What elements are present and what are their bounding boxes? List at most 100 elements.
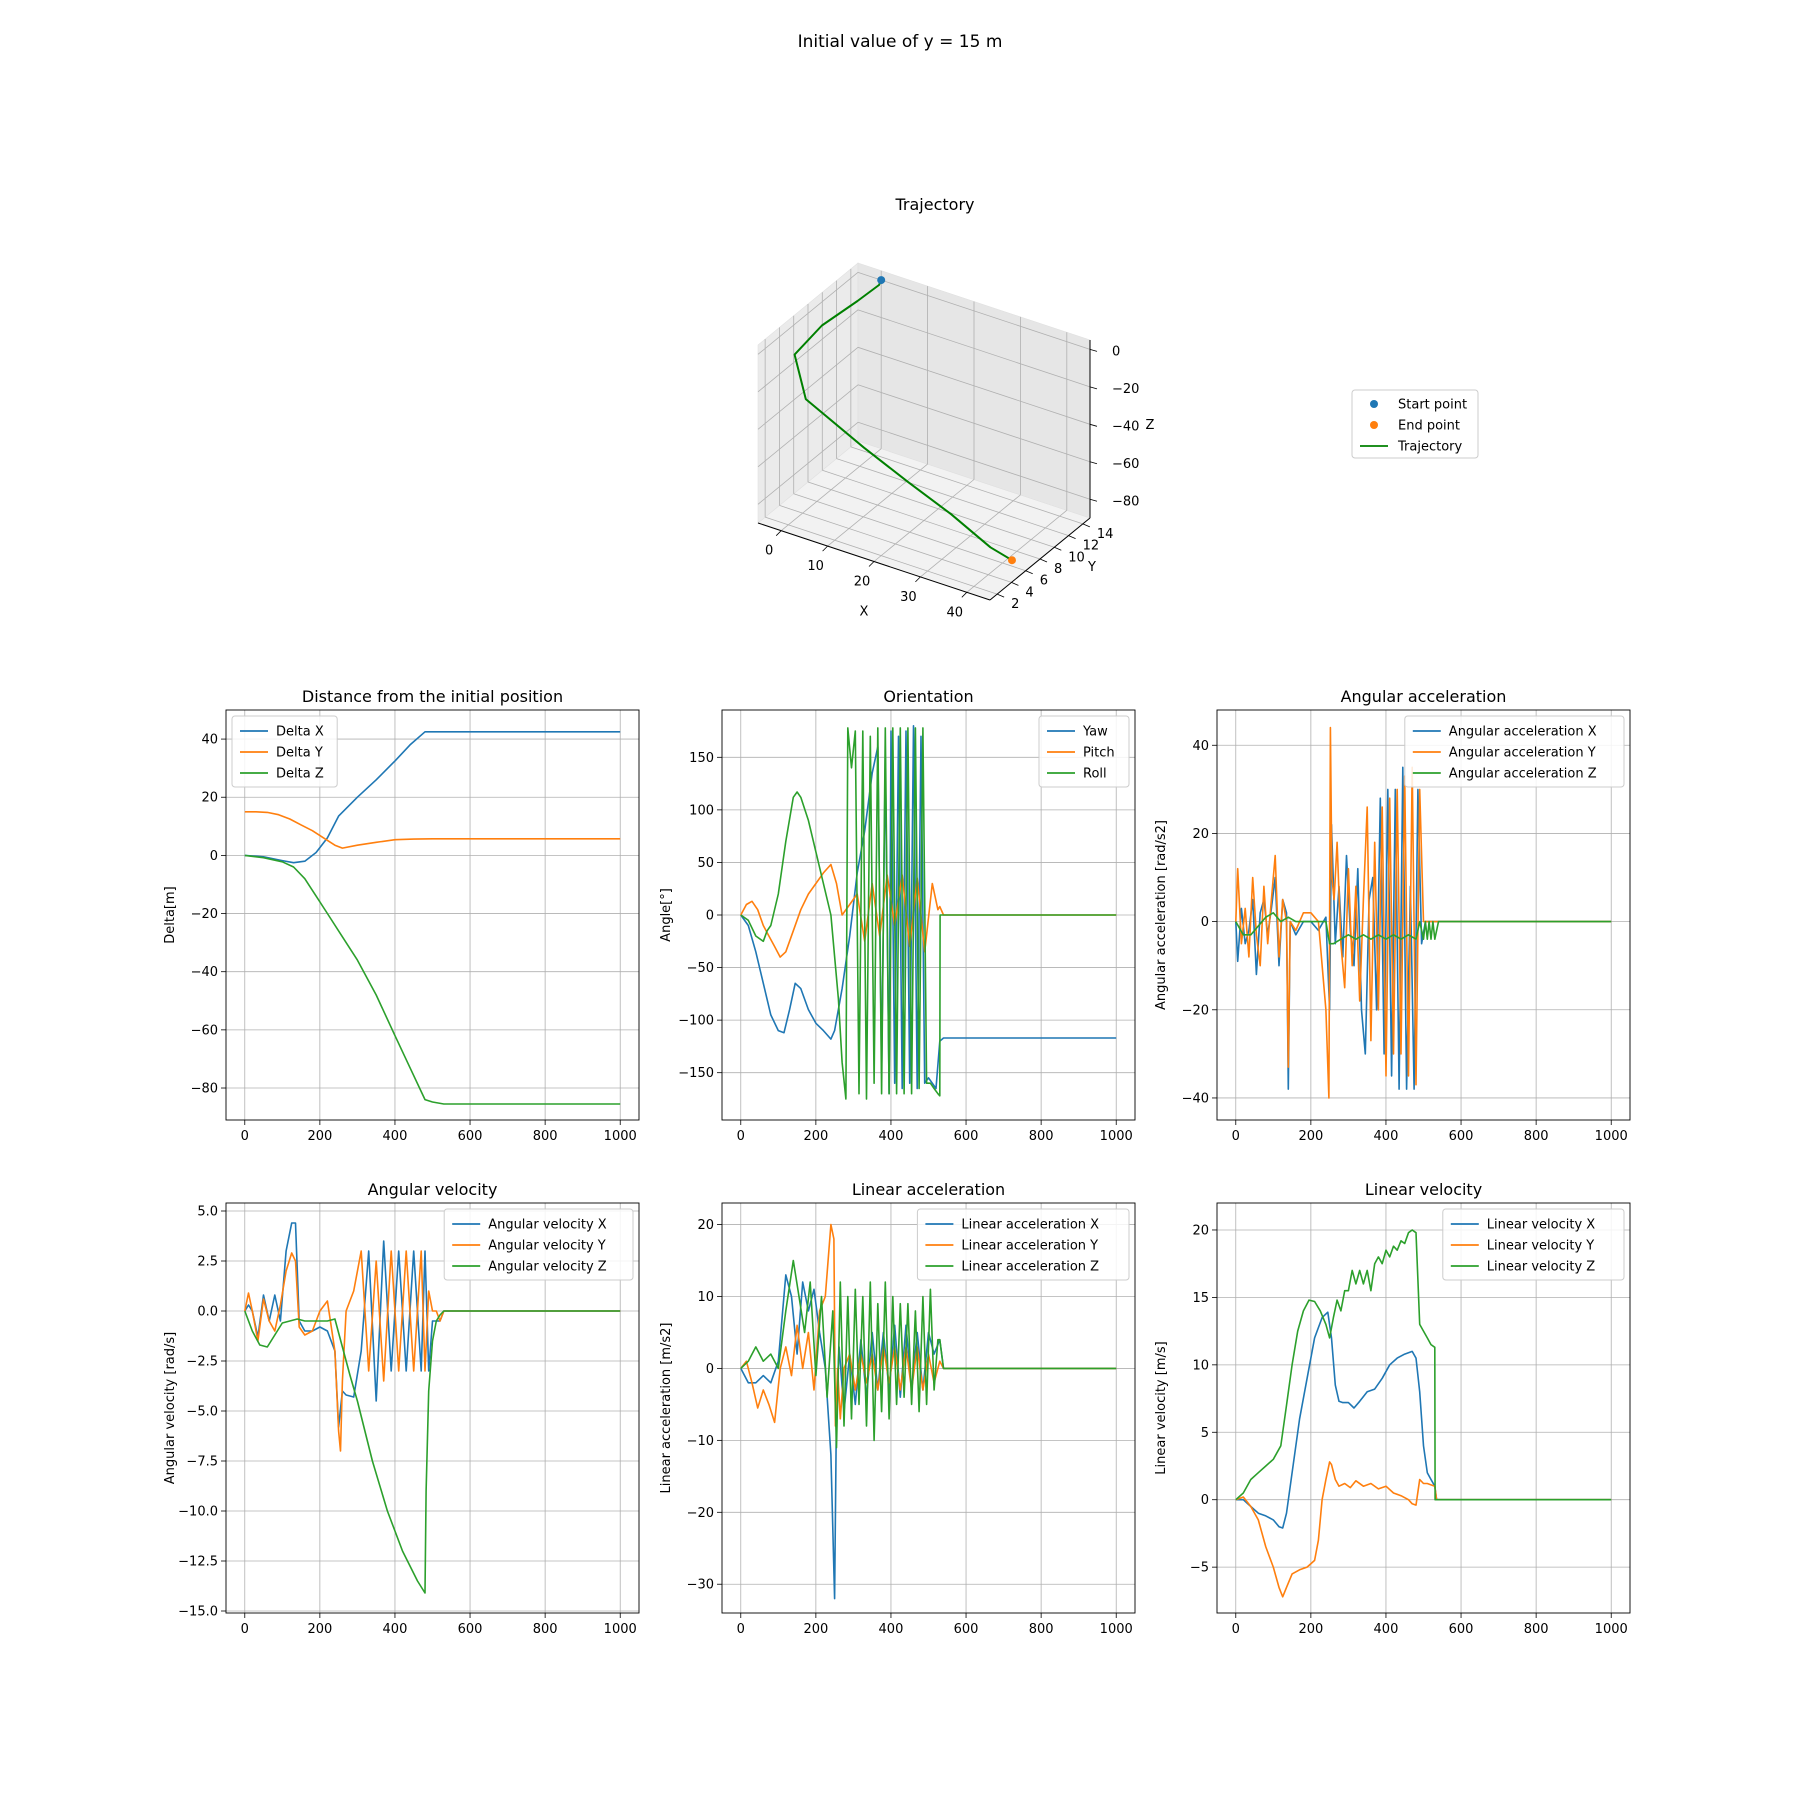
legend-label: Linear velocity Z (1487, 1260, 1595, 1275)
x-tick-label: 1000 (1595, 1622, 1628, 1637)
linear-velocity-subplot: 0 200 400 600 800 1000 −5 0 5 10 15 20 Linear veloci… (1154, 1180, 1631, 1637)
y-tick-label: 0 (1201, 915, 1209, 930)
y-tick (1039, 558, 1048, 563)
x-tick-label: 40 (947, 605, 964, 620)
x-tick-label: 400 (1374, 1129, 1399, 1144)
series-line-3 (740, 727, 1117, 1100)
y-tick-label: 20 (1192, 1223, 1209, 1238)
z-tick (1089, 498, 1098, 502)
y-tick-label: −100 (678, 1014, 714, 1029)
y-tick (1082, 523, 1091, 528)
z-gridline (757, 384, 859, 468)
y-tick-label: −40 (191, 965, 218, 980)
y-tick-label: 0 (1201, 1493, 1209, 1508)
subplot-title: Trajectory (895, 195, 975, 214)
x-tick-label: 1000 (1100, 1622, 1133, 1637)
y-axis-label: Angular velocity [rad/s] (163, 1332, 178, 1484)
legend: Linear velocity X Linear velocity Y Linear… (1442, 1208, 1625, 1281)
legend-box (1351, 389, 1479, 459)
subplot-title: Linear acceleration (852, 1180, 1005, 1199)
legend-label: Delta X (276, 725, 324, 740)
y-tick-label: 0 (706, 909, 714, 924)
y-gridline (793, 493, 1026, 572)
y-tick-label: 10 (1068, 550, 1085, 565)
y-tick-label: 0 (706, 1362, 714, 1377)
z-gridline (757, 272, 859, 355)
y-tick (1011, 582, 1019, 586)
series-line-2 (740, 863, 1117, 958)
subplot-title: Angular velocity (368, 1180, 498, 1199)
x-tick-label: 200 (1298, 1129, 1323, 1144)
y-tick-label: 20 (1192, 827, 1209, 842)
linear-acceleration-subplot: 0 200 400 600 800 1000 −30 −20 −10 0 10 20 Linear ac… (659, 1180, 1136, 1637)
y-axis-label: Linear velocity [m/s] (1154, 1341, 1169, 1474)
y-gridline (807, 481, 1041, 560)
y-axis-label: Angular acceleration [rad/s2] (1154, 820, 1169, 1010)
y-tick-label: 40 (201, 733, 218, 748)
subplot-title: Distance from the initial position (302, 687, 563, 706)
legend-label: Linear acceleration Y (961, 1239, 1098, 1254)
y-tick-label: 100 (689, 803, 714, 818)
y-tick-label: −10 (687, 1434, 714, 1449)
x-tick-label: 0 (737, 1129, 745, 1144)
z-tick-label: −80 (1112, 494, 1139, 509)
x-tick-label: 0 (765, 544, 773, 559)
axes-frame (225, 1202, 640, 1614)
y-tick-label: 50 (697, 856, 714, 871)
x-tick-label: 1000 (604, 1129, 637, 1144)
legend: Start point End point Trajectory (1351, 389, 1479, 459)
y-tick-label: −150 (678, 1066, 714, 1081)
z-tick-label: −20 (1112, 382, 1139, 397)
x-tick-label: 600 (458, 1622, 483, 1637)
series-line-1 (1235, 766, 1612, 1090)
legend-swatch (1370, 421, 1378, 429)
legend-label: Angular acceleration X (1449, 725, 1597, 740)
x-tick-label: 800 (1029, 1129, 1054, 1144)
z-tick (1089, 423, 1098, 427)
legend: Angular acceleration X Angular accelerati… (1404, 715, 1625, 788)
y-tick-label: −80 (191, 1082, 218, 1097)
x-tick-label: 800 (1029, 1622, 1054, 1637)
legend-label: Yaw (1082, 725, 1108, 740)
z-tick-label: −60 (1112, 457, 1139, 472)
subplot-title: Angular acceleration (1341, 687, 1507, 706)
z-gridline (857, 421, 1091, 500)
x-tick-label: 0 (241, 1129, 249, 1144)
x-tick (868, 561, 875, 567)
y-tick-label: −12.5 (178, 1555, 218, 1570)
y-gridline (850, 446, 1083, 525)
series-line-3 (244, 854, 621, 1105)
legend-label: Pitch (1083, 746, 1115, 761)
legend-label: Angular velocity Y (488, 1239, 606, 1254)
series-line-3 (1235, 1229, 1612, 1501)
axes-frame (721, 709, 1136, 1121)
y-tick-label: −10.0 (178, 1505, 218, 1520)
legend-label: Linear velocity X (1487, 1218, 1595, 1233)
y-gridline (779, 505, 1012, 583)
subplot-title: Linear velocity (1365, 1180, 1482, 1199)
y-tick-label: 150 (689, 751, 714, 766)
y-axis-label: Delta[m] (163, 886, 178, 944)
y-tick-label: −50 (687, 961, 714, 976)
x-tick-label: 1000 (1100, 1129, 1133, 1144)
x-tick-label: 600 (954, 1129, 979, 1144)
legend-label: Angular velocity X (488, 1218, 607, 1233)
z-tick-label: −40 (1112, 419, 1139, 434)
z-tick-label: 0 (1112, 344, 1120, 359)
y-tick (1025, 570, 1033, 575)
trajectory-subplot: 01020304024681012140−20−40−60−80XYZTraje… (757, 195, 1479, 620)
y-gridline (836, 458, 1069, 536)
z-gridline (757, 421, 859, 505)
legend-label: Delta Y (276, 746, 323, 761)
y-tick-label: −40 (1182, 1091, 1209, 1106)
x-tick-label: 800 (533, 1622, 558, 1637)
y-tick-label: 6 (1040, 574, 1048, 589)
x-tick-label: 600 (954, 1622, 979, 1637)
legend-box (916, 1208, 1130, 1281)
x-tick-label: 400 (383, 1129, 408, 1144)
y-gridline (765, 516, 998, 595)
y-tick-label: 40 (1192, 739, 1209, 754)
legend-label: Linear acceleration Z (961, 1260, 1099, 1275)
legend-label: Roll (1083, 767, 1107, 782)
axes-frame (721, 1202, 1136, 1614)
